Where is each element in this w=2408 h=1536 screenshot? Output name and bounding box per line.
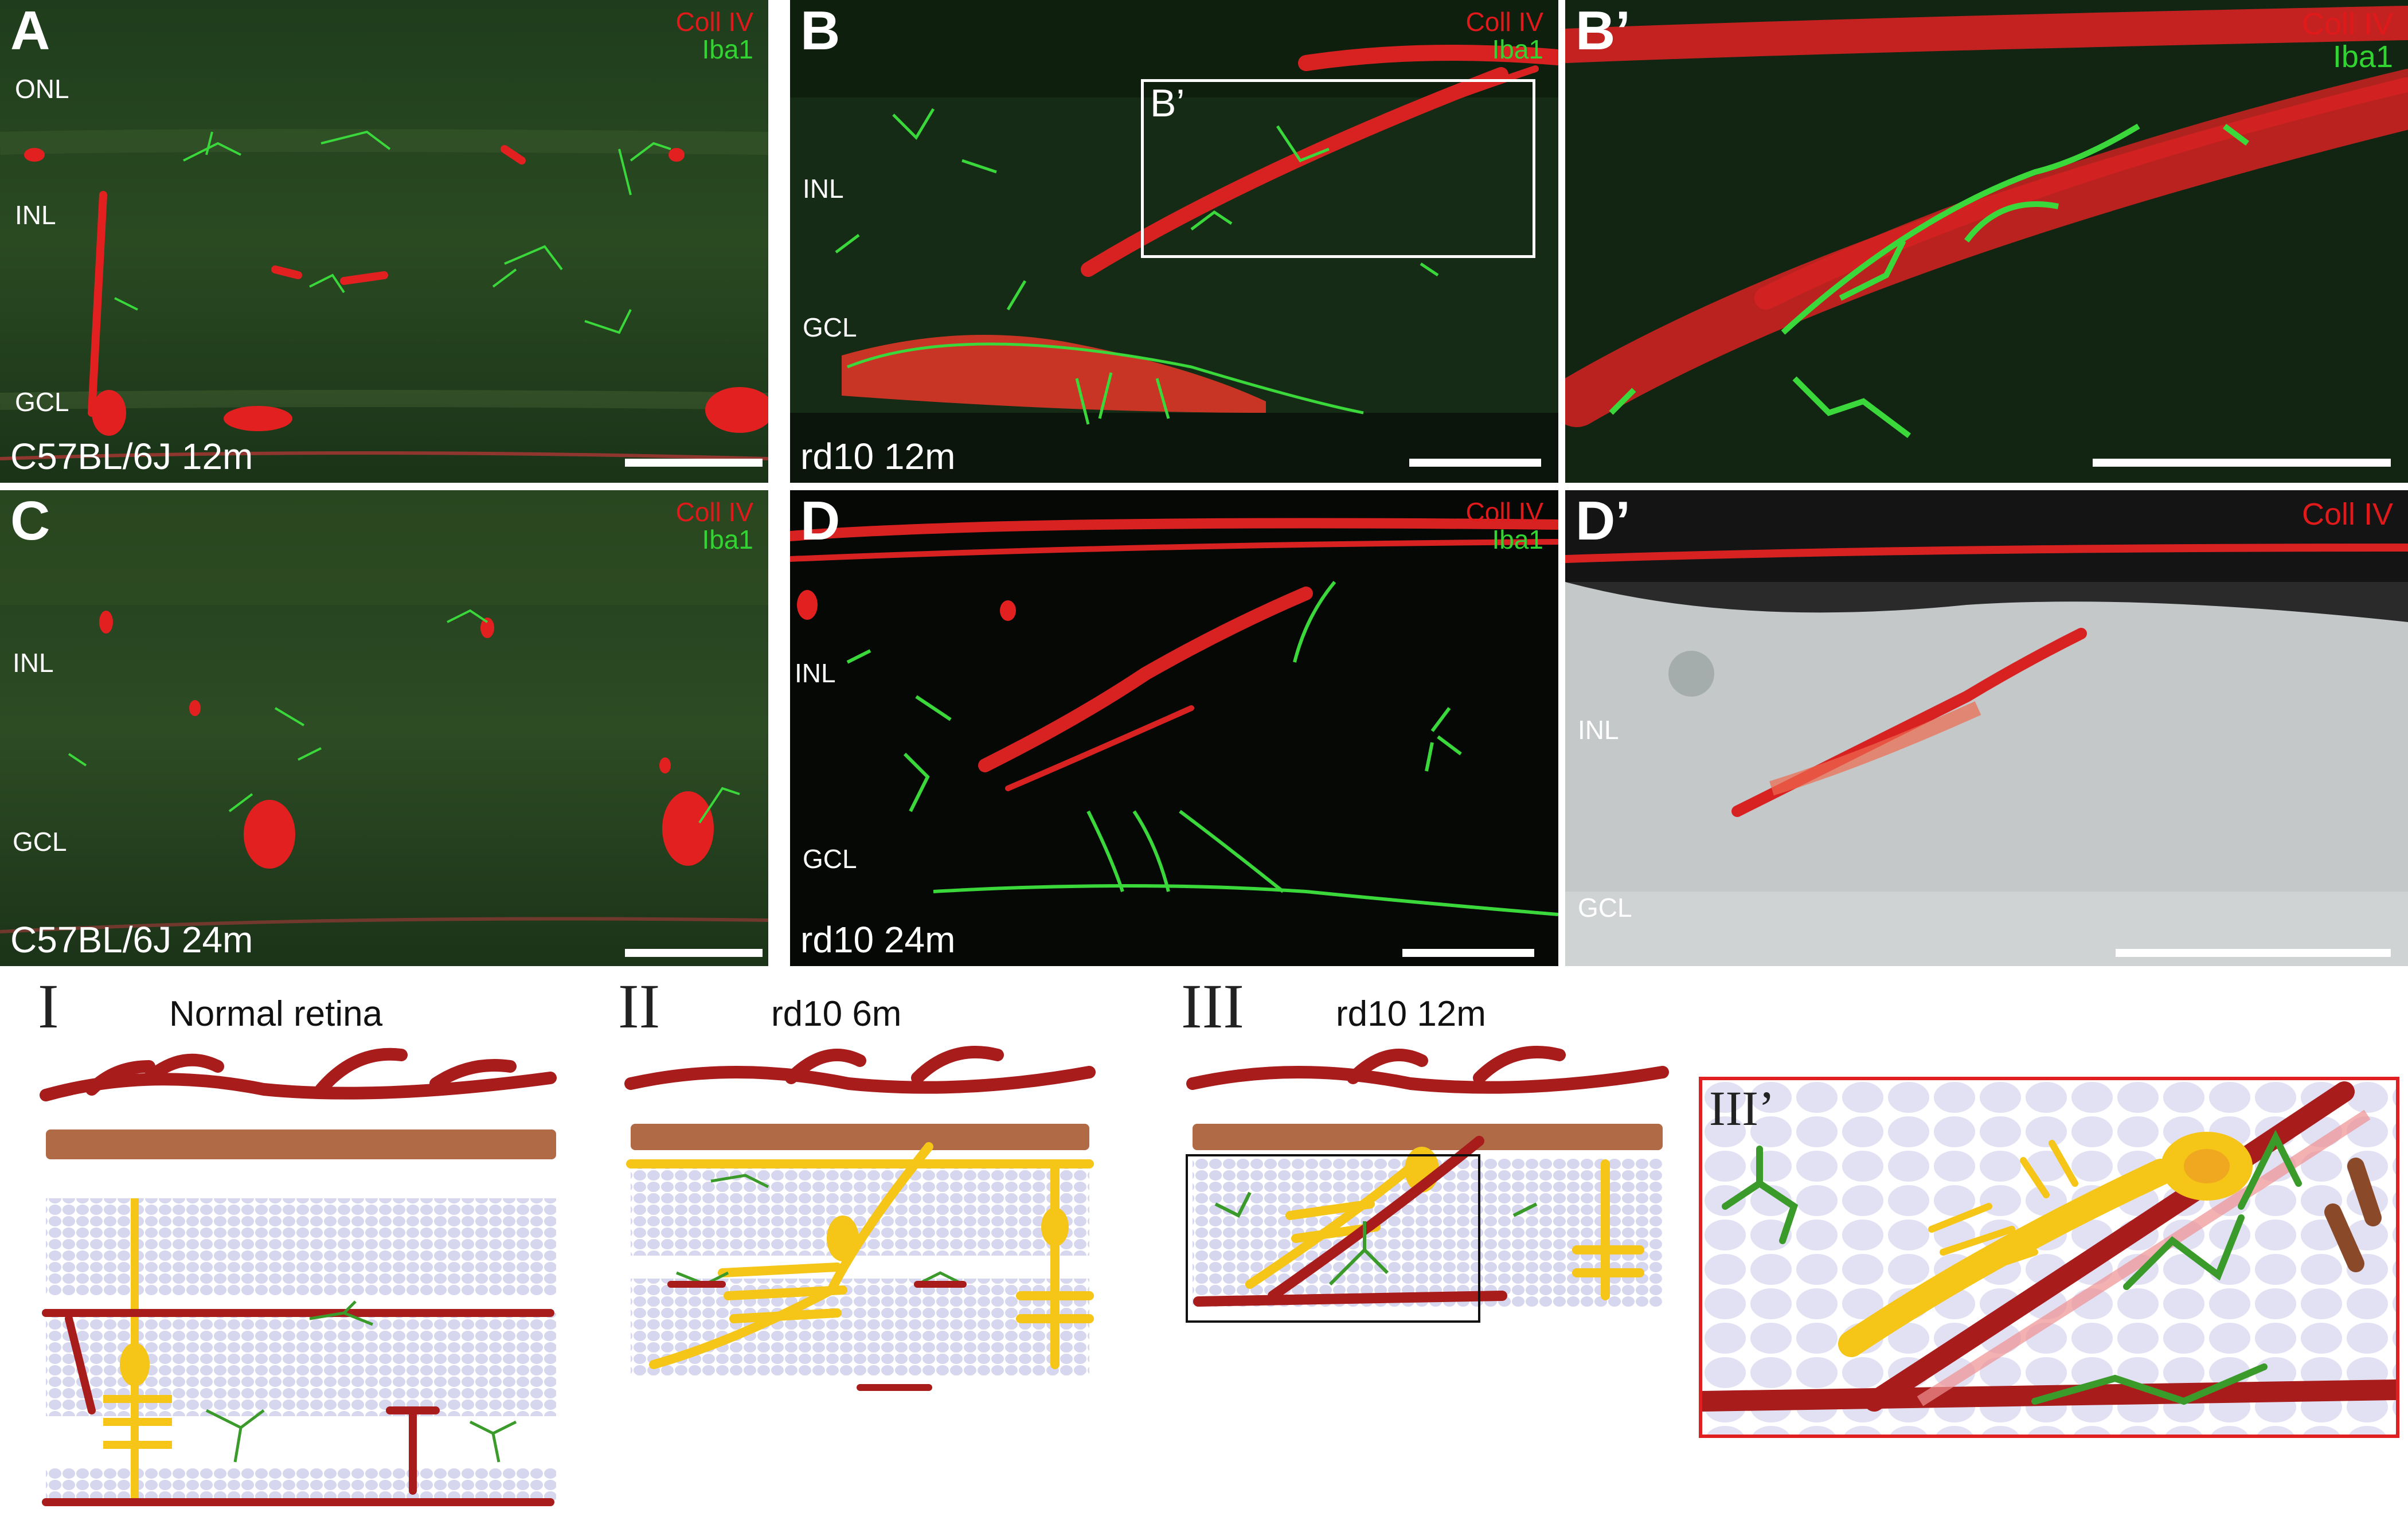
panel-caption: C57BL/6J 12m bbox=[10, 436, 253, 477]
legend: Coll IV Iba1 bbox=[1466, 498, 1543, 554]
legend-iba1: Iba1 bbox=[702, 525, 753, 555]
inset-panel: III’ bbox=[1699, 1077, 2399, 1438]
panel-label: B’ bbox=[1576, 0, 1631, 61]
panel-caption: rd10 24m bbox=[800, 919, 956, 960]
layer-inl: INL bbox=[803, 174, 844, 204]
micrograph-b bbox=[790, 0, 1558, 483]
micrograph-a bbox=[0, 0, 768, 483]
panel-label: D bbox=[800, 490, 841, 552]
schematic-rd10-6m bbox=[624, 1046, 1096, 1391]
layer-gcl: GCL bbox=[803, 844, 857, 874]
layer-inl: INL bbox=[15, 200, 56, 230]
schematic-numeral: II bbox=[618, 971, 660, 1041]
scale-bar bbox=[2093, 459, 2391, 467]
panel-label: C bbox=[10, 490, 50, 552]
schematic-title: Normal retina bbox=[169, 994, 383, 1034]
schematic-numeral: I bbox=[38, 971, 59, 1041]
scale-bar bbox=[2116, 949, 2391, 957]
schematic-title: rd10 6m bbox=[771, 994, 902, 1034]
legend-coll-iv: Coll IV bbox=[675, 7, 753, 37]
legend-coll-iv: Coll IV bbox=[675, 497, 753, 527]
micrograph-b-prime bbox=[1565, 0, 2408, 483]
panel-a: A Coll IV Iba1 ONL INL GCL C57BL/6J 12m bbox=[0, 0, 768, 483]
scale-bar bbox=[625, 949, 763, 957]
panel-label: D’ bbox=[1576, 490, 1631, 552]
layer-gcl: GCL bbox=[1578, 893, 1632, 923]
scale-bar bbox=[1402, 949, 1534, 957]
panel-d: D Coll IV Iba1 INL GCL rd10 24m bbox=[790, 490, 1558, 966]
schematic-inset-detail bbox=[1702, 1080, 2396, 1435]
legend: Coll IV Iba1 bbox=[2302, 8, 2393, 73]
legend-coll-iv: Coll IV bbox=[1465, 497, 1543, 527]
legend-coll-iv: Coll IV bbox=[1465, 7, 1543, 37]
schematic-rd10-12m bbox=[1186, 1046, 1669, 1323]
panel-c: C Coll IV Iba1 INL GCL C57BL/6J 24m bbox=[0, 490, 768, 966]
panel-b: B’ B Coll IV Iba1 INL GCL rd10 12m bbox=[790, 0, 1558, 483]
layer-inl: INL bbox=[13, 648, 54, 678]
scale-bar bbox=[1409, 459, 1541, 467]
legend-iba1: Iba1 bbox=[1492, 34, 1543, 65]
panel-d-prime: D’ Coll IV INL GCL bbox=[1565, 490, 2408, 966]
layer-inl: INL bbox=[795, 658, 836, 688]
micrograph-c bbox=[0, 490, 768, 966]
zoom-region-box bbox=[1141, 79, 1535, 258]
legend-coll-iv: Coll IV bbox=[2301, 497, 2393, 531]
legend: Coll IV Iba1 bbox=[676, 8, 753, 64]
legend: Coll IV bbox=[2302, 498, 2393, 531]
panel-label: A bbox=[10, 0, 50, 61]
layer-gcl: GCL bbox=[15, 387, 69, 417]
layer-onl: ONL bbox=[15, 74, 69, 104]
micrograph-d bbox=[790, 490, 1558, 966]
layer-gcl: GCL bbox=[803, 312, 857, 342]
schematic-title: rd10 12m bbox=[1336, 994, 1486, 1034]
legend: Coll IV Iba1 bbox=[676, 498, 753, 554]
scale-bar bbox=[625, 459, 763, 467]
panel-b-prime: B’ Coll IV Iba1 bbox=[1565, 0, 2408, 483]
legend-iba1: Iba1 bbox=[702, 34, 753, 65]
legend-iba1: Iba1 bbox=[2332, 39, 2393, 74]
layer-inl: INL bbox=[1578, 715, 1619, 745]
inset-label: III’ bbox=[1709, 1081, 1775, 1136]
panel-caption: C57BL/6J 24m bbox=[10, 919, 253, 960]
panel-caption: rd10 12m bbox=[800, 436, 956, 477]
legend-iba1: Iba1 bbox=[1492, 525, 1543, 555]
micrograph-d-prime bbox=[1565, 490, 2408, 966]
zoom-region-label: B’ bbox=[1150, 81, 1185, 125]
legend: Coll IV Iba1 bbox=[1466, 8, 1543, 64]
panel-label: B bbox=[800, 0, 841, 61]
schematic-numeral: III bbox=[1181, 971, 1244, 1041]
schematic-normal-retina bbox=[40, 1048, 557, 1506]
legend-coll-iv: Coll IV bbox=[2301, 7, 2393, 41]
layer-gcl: GCL bbox=[13, 827, 67, 857]
